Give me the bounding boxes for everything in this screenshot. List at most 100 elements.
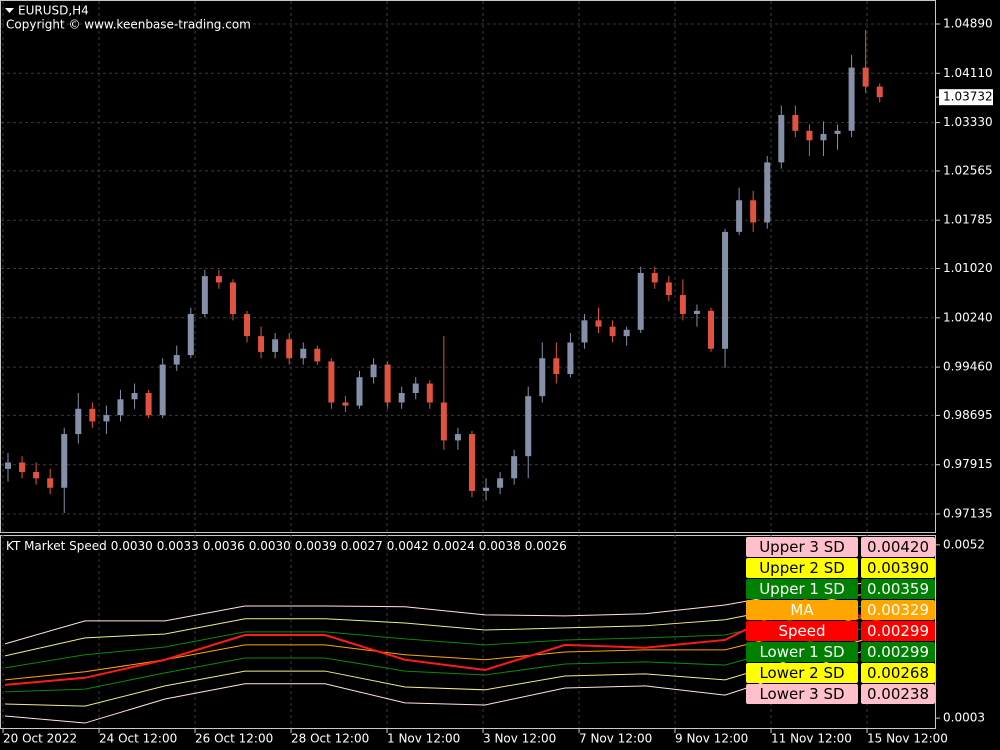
candle-body bbox=[384, 364, 391, 403]
candle-body bbox=[665, 282, 672, 296]
current-price-label: 1.03732 bbox=[943, 90, 993, 104]
candle-body bbox=[539, 358, 546, 397]
y-tick-label: 1.04890 bbox=[943, 17, 993, 31]
x-tick-label: 1 Nov 12:00 bbox=[387, 732, 460, 746]
labels: 1.04890 1.04110 1.03330 1.02565 1.01785 1.010… bbox=[3, 17, 993, 746]
indicator-header-value: 0.0026 bbox=[525, 539, 567, 553]
legend-name: Upper 2 SD bbox=[759, 559, 845, 577]
candle-body bbox=[89, 408, 96, 422]
indicator-header-value: 0.0039 bbox=[295, 539, 337, 553]
candle-body bbox=[356, 377, 363, 406]
candle-body bbox=[679, 295, 686, 315]
x-tick-label: 20 Oct 2022 bbox=[3, 732, 77, 746]
candle-body bbox=[272, 339, 279, 352]
legend-value: 0.00238 bbox=[867, 685, 929, 703]
legend-value-cell bbox=[861, 537, 935, 557]
indicator-line bbox=[4, 598, 886, 686]
candle-body bbox=[454, 434, 461, 441]
indicator-header: KT Market Speed 0.0030 0.0033 0.0036 0.0030 0… bbox=[6, 539, 567, 553]
x-tick-label: 15 Nov 12:00 bbox=[867, 732, 948, 746]
candle-body bbox=[693, 310, 700, 315]
candle-body bbox=[131, 392, 138, 400]
candle-body bbox=[483, 487, 490, 491]
symbol-menu-arrow[interactable] bbox=[5, 8, 14, 13]
legend-name: Lower 2 SD bbox=[759, 664, 844, 682]
legend-value: 0.00329 bbox=[867, 601, 929, 619]
legend-name: Speed bbox=[778, 622, 825, 640]
candle-body bbox=[497, 478, 504, 488]
candle-body bbox=[750, 200, 757, 223]
candle-body bbox=[468, 434, 475, 491]
candle-body bbox=[173, 355, 180, 365]
candle-body bbox=[862, 67, 869, 87]
candle-body bbox=[215, 276, 222, 283]
candle-body bbox=[609, 326, 616, 337]
candle-body bbox=[286, 339, 293, 359]
x-tick-label: 28 Oct 12:00 bbox=[291, 732, 369, 746]
candle-body bbox=[300, 348, 307, 359]
x-tick-label: 24 Oct 12:00 bbox=[99, 732, 177, 746]
legend-value-cell bbox=[861, 600, 935, 620]
x-tick-label: 3 Nov 12:00 bbox=[483, 732, 556, 746]
y-tick-label: 0.98695 bbox=[943, 408, 993, 422]
candle-body bbox=[103, 415, 110, 422]
legend-name-cell bbox=[746, 600, 858, 620]
indicator-header-value: 0.0024 bbox=[433, 539, 475, 553]
legend-name-cell bbox=[746, 621, 858, 641]
candle-body bbox=[736, 200, 743, 232]
legend-name: Lower 1 SD bbox=[759, 643, 844, 661]
indicator-header-value: 0.0030 bbox=[249, 539, 291, 553]
candle-body bbox=[145, 392, 152, 416]
legend-name-cell bbox=[746, 537, 858, 557]
y-tick-label: 1.01785 bbox=[943, 213, 993, 227]
y-tick-label: 1.02565 bbox=[943, 163, 993, 177]
candle-body bbox=[19, 462, 26, 472]
legend-name-cell bbox=[746, 642, 858, 662]
indicator-line bbox=[4, 622, 886, 693]
indicator-header-value: 0.0033 bbox=[157, 539, 199, 553]
candle-body bbox=[567, 342, 574, 375]
candle-body bbox=[370, 364, 377, 378]
legend-value: 0.00299 bbox=[867, 643, 929, 661]
candle-body bbox=[525, 396, 532, 457]
x-tick-label: 26 Oct 12:00 bbox=[195, 732, 273, 746]
candle-body bbox=[553, 358, 560, 375]
candle-body bbox=[511, 456, 518, 479]
legend-name: Upper 1 SD bbox=[759, 580, 845, 598]
candle-body bbox=[398, 392, 405, 403]
candle-body bbox=[328, 361, 335, 403]
candle-body bbox=[637, 272, 644, 330]
indicator-header-value: 0.0036 bbox=[203, 539, 245, 553]
y-tick-label: 1.04110 bbox=[943, 66, 993, 80]
legend-name: Upper 3 SD bbox=[759, 538, 845, 556]
chart-title: EURUSD,H4 bbox=[18, 4, 89, 18]
candle-body bbox=[820, 133, 827, 141]
legend-name: Lower 3 SD bbox=[759, 685, 844, 703]
candle-body bbox=[651, 272, 658, 283]
grid bbox=[1, 1, 940, 733]
legend-name-cell bbox=[746, 684, 858, 704]
indicator-name: KT Market Speed bbox=[6, 539, 107, 553]
legend-value-cell bbox=[861, 558, 935, 578]
y-tick-label: 1.01020 bbox=[943, 261, 993, 275]
candle-body bbox=[806, 130, 813, 141]
candle-body bbox=[117, 399, 124, 416]
indicator-header-value: 0.0027 bbox=[341, 539, 383, 553]
y-tick-label: 1.03330 bbox=[943, 115, 993, 129]
legend-value: 0.00299 bbox=[867, 622, 929, 640]
candle-body bbox=[61, 434, 68, 488]
candle-body bbox=[47, 478, 54, 488]
legend-value: 0.00268 bbox=[867, 664, 929, 682]
indicator-header-value: 0.0030 bbox=[111, 539, 153, 553]
candle-body bbox=[201, 276, 208, 315]
indicator-line bbox=[4, 579, 886, 645]
x-tick-label: 9 Nov 12:00 bbox=[675, 732, 748, 746]
legend-value-cell bbox=[861, 684, 935, 704]
candle-body bbox=[778, 114, 785, 163]
candle-body bbox=[595, 320, 602, 327]
candle-body bbox=[623, 329, 630, 337]
legend-value: 0.00420 bbox=[867, 538, 929, 556]
candle-body bbox=[426, 383, 433, 403]
candle-body bbox=[876, 86, 883, 98]
